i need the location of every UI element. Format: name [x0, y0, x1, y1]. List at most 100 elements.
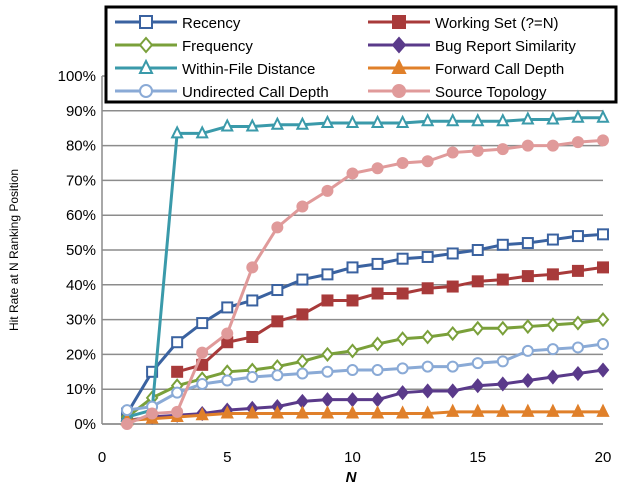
series-recency	[121, 228, 609, 420]
y-tick-label: 0%	[74, 416, 96, 433]
y-tick-label: 40%	[66, 277, 96, 294]
data-point	[370, 114, 385, 128]
data-point	[296, 273, 309, 286]
data-point	[446, 247, 459, 260]
data-point	[271, 369, 284, 382]
data-point	[471, 320, 485, 336]
data-point	[546, 343, 559, 356]
data-point	[246, 371, 259, 384]
data-point	[471, 403, 485, 417]
data-point	[346, 167, 359, 180]
data-point	[421, 329, 434, 345]
data-point	[521, 111, 535, 125]
data-point	[421, 360, 434, 373]
data-point	[245, 118, 259, 132]
data-point	[496, 403, 510, 417]
data-point	[296, 353, 309, 369]
legend-marker	[139, 84, 153, 98]
data-point	[496, 273, 509, 286]
legend-label: Source Topology	[435, 84, 547, 101]
data-point	[370, 405, 385, 419]
data-point	[446, 360, 459, 373]
data-point	[171, 336, 184, 349]
data-point	[571, 264, 584, 277]
data-point	[170, 125, 184, 139]
x-tick-label: 0	[98, 449, 106, 466]
data-point	[371, 257, 384, 270]
legend-label: Undirected Call Depth	[182, 84, 329, 101]
data-point	[321, 346, 334, 362]
data-point	[371, 162, 384, 175]
data-point	[521, 318, 535, 335]
legend-label: Recency	[182, 15, 241, 32]
legend-marker	[391, 36, 407, 54]
y-tick-label: 60%	[66, 207, 96, 224]
series-line	[126, 410, 603, 423]
data-point	[171, 386, 184, 399]
data-point	[597, 134, 609, 147]
data-point	[571, 365, 585, 382]
data-point	[345, 405, 360, 419]
data-point	[596, 403, 610, 417]
data-point	[421, 282, 434, 295]
data-point	[271, 315, 284, 328]
data-point	[196, 346, 209, 359]
data-point	[121, 404, 134, 417]
legend: Recency Working Set (?=N) Frequency Bug Rep…	[104, 5, 618, 104]
data-point	[471, 357, 484, 370]
data-point	[221, 301, 234, 314]
x-tick-label: 10	[344, 449, 361, 466]
data-point	[195, 125, 209, 139]
data-point	[446, 146, 459, 159]
data-point	[320, 114, 335, 128]
y-axis-title: Hit Rate at N Ranking Position	[7, 169, 21, 331]
legend-box	[104, 5, 618, 104]
legend-label: Frequency	[182, 38, 253, 55]
x-tick-label: 20	[595, 449, 612, 466]
data-point	[146, 365, 159, 378]
data-point	[546, 369, 560, 385]
data-point	[596, 362, 610, 378]
legend-item: Working Set (?=N)	[368, 15, 559, 32]
data-point	[521, 372, 535, 389]
data-point	[546, 111, 560, 125]
y-axis-title-text: Hit Rate at N Ranking Position	[7, 169, 21, 331]
data-point	[396, 331, 409, 347]
data-point	[597, 337, 609, 350]
data-point	[371, 287, 384, 300]
y-tick-label: 80%	[66, 138, 96, 155]
data-point	[396, 252, 409, 265]
data-point	[597, 261, 609, 274]
series-source-topology	[121, 134, 609, 430]
data-point	[221, 327, 234, 340]
data-point	[471, 113, 485, 127]
series-layer	[120, 109, 610, 430]
x-tick-labels: 0 5 10 15 20	[98, 449, 612, 466]
data-point	[295, 116, 310, 130]
series-undirected-call-depth	[121, 337, 609, 417]
data-point	[521, 139, 534, 152]
data-point	[571, 136, 584, 149]
data-point	[596, 109, 610, 123]
data-point	[146, 407, 159, 420]
data-point	[271, 221, 284, 234]
data-point	[295, 405, 310, 419]
data-point	[421, 383, 434, 399]
data-point	[270, 405, 284, 419]
data-point	[396, 287, 409, 300]
series-forward-call-depth	[120, 403, 610, 426]
data-point	[121, 418, 134, 430]
data-point	[296, 367, 309, 380]
data-point	[521, 344, 534, 357]
data-point	[220, 118, 234, 132]
legend-item: Frequency	[115, 36, 253, 55]
data-point	[396, 385, 409, 401]
data-point	[396, 157, 409, 169]
legend-marker	[138, 58, 154, 74]
data-point	[521, 237, 534, 250]
data-point	[546, 268, 559, 281]
data-point	[395, 405, 410, 419]
data-point	[171, 405, 184, 418]
data-point	[496, 376, 510, 392]
